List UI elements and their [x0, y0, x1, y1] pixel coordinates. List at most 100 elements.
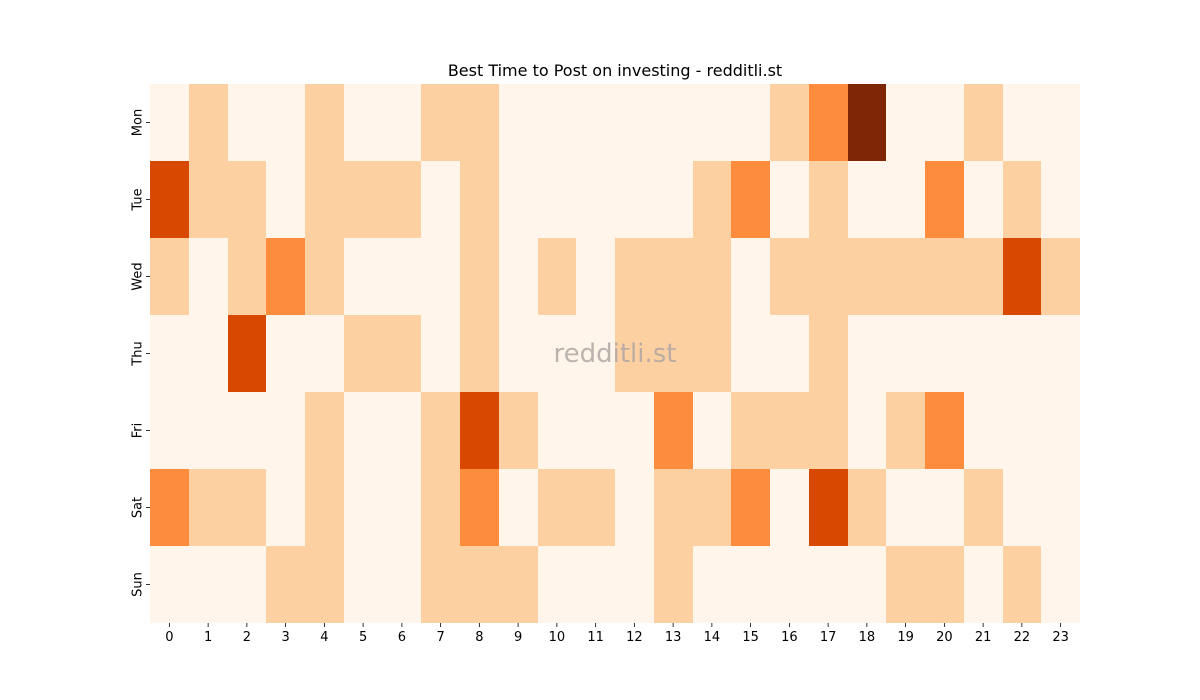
heatmap-cell-sat-3 — [266, 469, 305, 546]
heatmap-cell-sun-20 — [925, 546, 964, 623]
heatmap-cell-thu-16 — [770, 315, 809, 392]
x-tick-label: 7 — [436, 630, 444, 645]
heatmap-cell-wed-19 — [886, 238, 925, 315]
heatmap-cell-mon-10 — [538, 84, 576, 161]
heatmap-cell-sat-23 — [1041, 469, 1080, 546]
heatmap-cell-sat-20 — [925, 469, 964, 546]
y-tick-label: Sat — [131, 497, 146, 518]
heatmap-cell-sun-17 — [809, 546, 848, 623]
heatmap-cell-mon-13 — [654, 84, 693, 161]
heatmap-cell-thu-1 — [189, 315, 228, 392]
heatmap-cell-fri-10 — [538, 392, 576, 469]
heatmap-cell-fri-4 — [305, 392, 344, 469]
chart-title: Best Time to Post on investing - redditl… — [448, 61, 782, 80]
heatmap-cell-tue-16 — [770, 161, 809, 238]
heatmap-cell-sat-9 — [499, 469, 538, 546]
x-axis-ticks: 0 1 2 3 4 5 6 7 8 9 10 11 12 13 14 15 16 17 18 19 20 21 22 23 — [165, 623, 1069, 645]
heatmap-cell-tue-21 — [964, 161, 1003, 238]
heatmap-cell-fri-15 — [731, 392, 770, 469]
heatmap-cell-wed-1 — [189, 238, 228, 315]
heatmap-cell-wed-18 — [848, 238, 886, 315]
heatmap-cell-sat-19 — [886, 469, 925, 546]
x-tick-label: 5 — [359, 630, 367, 645]
heatmap-cell-fri-20 — [925, 392, 964, 469]
x-tick-label: 9 — [514, 630, 522, 645]
heatmap-cell-fri-13 — [654, 392, 693, 469]
heatmap-cell-tue-2 — [228, 161, 266, 238]
heatmap-cell-fri-11 — [576, 392, 615, 469]
heatmap-cell-fri-14 — [693, 392, 731, 469]
heatmap-cell-thu-8 — [460, 315, 499, 392]
heatmap-cell-sat-8 — [460, 469, 499, 546]
heatmap-cell-mon-1 — [189, 84, 228, 161]
heatmap-cell-tue-18 — [848, 161, 886, 238]
heatmap-cell-mon-16 — [770, 84, 809, 161]
heatmap-cells — [150, 84, 1080, 623]
heatmap-cell-wed-8 — [460, 238, 499, 315]
y-tick-label: Sun — [131, 572, 146, 597]
heatmap-cell-sat-22 — [1003, 469, 1041, 546]
heatmap-cell-fri-3 — [266, 392, 305, 469]
heatmap-cell-sat-16 — [770, 469, 809, 546]
heatmap-cell-sun-3 — [266, 546, 305, 623]
heatmap-cell-thu-21 — [964, 315, 1003, 392]
x-tick-label: 2 — [243, 630, 251, 645]
heatmap-cell-fri-2 — [228, 392, 266, 469]
heatmap-cell-fri-6 — [383, 392, 421, 469]
heatmap-cell-sun-10 — [538, 546, 576, 623]
heatmap-cell-fri-0 — [150, 392, 189, 469]
heatmap-cell-thu-0 — [150, 315, 189, 392]
heatmap-cell-thu-10 — [538, 315, 576, 392]
heatmap-cell-thu-18 — [848, 315, 886, 392]
heatmap-cell-fri-22 — [1003, 392, 1041, 469]
y-axis-ticks: Mon Tue Wed Thu Fri Sat Sun — [131, 109, 150, 597]
heatmap-cell-tue-0 — [150, 161, 189, 238]
heatmap-cell-mon-5 — [344, 84, 383, 161]
heatmap-cell-thu-13 — [654, 315, 693, 392]
heatmap-cell-thu-20 — [925, 315, 964, 392]
heatmap-cell-mon-12 — [615, 84, 654, 161]
x-tick-label: 8 — [475, 630, 483, 645]
y-tick-label: Mon — [131, 109, 146, 136]
heatmap-cell-wed-23 — [1041, 238, 1080, 315]
heatmap-cell-sun-9 — [499, 546, 538, 623]
heatmap-cell-tue-5 — [344, 161, 383, 238]
heatmap-cell-wed-3 — [266, 238, 305, 315]
heatmap-cell-thu-5 — [344, 315, 383, 392]
heatmap-cell-sun-1 — [189, 546, 228, 623]
heatmap-cell-wed-15 — [731, 238, 770, 315]
heatmap-cell-sat-11 — [576, 469, 615, 546]
heatmap-cell-sat-10 — [538, 469, 576, 546]
x-tick-label: 12 — [626, 630, 643, 645]
heatmap-cell-sat-15 — [731, 469, 770, 546]
heatmap-cell-wed-20 — [925, 238, 964, 315]
x-tick-label: 4 — [320, 630, 328, 645]
x-tick-label: 23 — [1052, 630, 1069, 645]
heatmap-cell-tue-3 — [266, 161, 305, 238]
heatmap-cell-sun-21 — [964, 546, 1003, 623]
heatmap-cell-tue-10 — [538, 161, 576, 238]
heatmap-cell-sun-12 — [615, 546, 654, 623]
heatmap-cell-sat-21 — [964, 469, 1003, 546]
heatmap-cell-mon-17 — [809, 84, 848, 161]
heatmap-cell-sat-7 — [421, 469, 460, 546]
heatmap-cell-tue-11 — [576, 161, 615, 238]
heatmap-cell-mon-14 — [693, 84, 731, 161]
heatmap-cell-fri-21 — [964, 392, 1003, 469]
heatmap-cell-sat-5 — [344, 469, 383, 546]
heatmap-cell-wed-5 — [344, 238, 383, 315]
heatmap-cell-mon-22 — [1003, 84, 1041, 161]
heatmap-cell-tue-1 — [189, 161, 228, 238]
heatmap-cell-sat-14 — [693, 469, 731, 546]
heatmap-cell-tue-9 — [499, 161, 538, 238]
heatmap-cell-sun-16 — [770, 546, 809, 623]
heatmap-cell-sat-18 — [848, 469, 886, 546]
heatmap-cell-tue-20 — [925, 161, 964, 238]
heatmap-cell-wed-11 — [576, 238, 615, 315]
heatmap-cell-tue-7 — [421, 161, 460, 238]
heatmap-cell-thu-15 — [731, 315, 770, 392]
heatmap-cell-tue-12 — [615, 161, 654, 238]
heatmap-cell-sun-23 — [1041, 546, 1080, 623]
heatmap-cell-fri-18 — [848, 392, 886, 469]
heatmap-cell-tue-22 — [1003, 161, 1041, 238]
